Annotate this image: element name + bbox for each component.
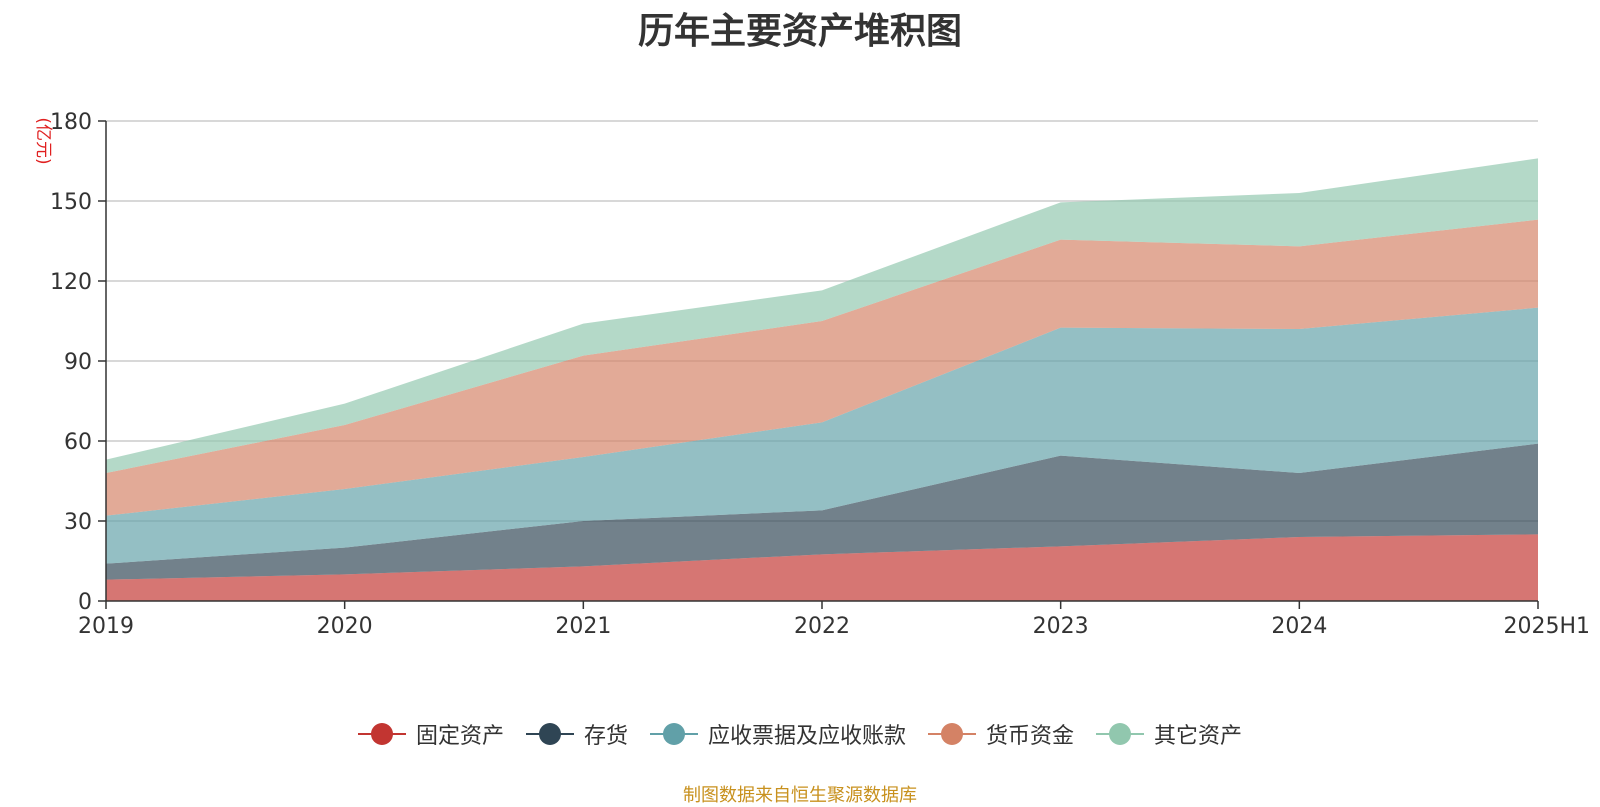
y-tick-label: 30	[64, 510, 92, 535]
legend: 固定资产 存货 应收票据及应收账款 货币资金 其它资产	[0, 718, 1600, 750]
x-tick-label: 2022	[794, 614, 850, 639]
area-series-5	[106, 158, 1538, 474]
legend-item[interactable]: 固定资产	[357, 718, 504, 750]
area-series-4	[106, 219, 1538, 516]
x-tick-label: 2019	[78, 614, 134, 639]
x-tick-label: 2024	[1271, 614, 1327, 639]
legend-marker-icon	[1096, 721, 1145, 747]
x-tick-label: 2025H1	[1503, 614, 1590, 639]
y-tick-label: 0	[78, 590, 92, 615]
x-tick-label: 2021	[555, 614, 611, 639]
legend-marker-icon	[928, 721, 976, 747]
legend-label: 其它资产	[1154, 724, 1243, 749]
legend-label: 应收票据及应收账款	[707, 724, 906, 749]
area-series-2	[106, 443, 1538, 580]
legend-marker-icon	[357, 721, 406, 747]
y-tick-label: 90	[64, 350, 92, 375]
legend-item[interactable]: 其它资产	[1096, 718, 1242, 750]
axes: 0 30 60 90 120 150 180 2019 2020 2021 2022 2023 2024…	[50, 110, 1590, 639]
legend-item[interactable]: 货币资金	[928, 718, 1074, 750]
legend-label: 固定资产	[415, 724, 504, 749]
x-tick-label: 2020	[317, 614, 373, 639]
legend-marker-icon	[649, 721, 698, 747]
source-note: 制图数据来自恒生聚源数据库	[683, 785, 917, 806]
area-series-group	[106, 158, 1538, 601]
legend-marker-icon	[525, 721, 574, 747]
y-tick-label: 150	[50, 190, 92, 215]
y-tick-label: 60	[64, 430, 92, 455]
area-series-1	[106, 534, 1538, 601]
legend-label: 货币资金	[986, 724, 1075, 749]
x-tick-label: 2023	[1033, 614, 1089, 639]
legend-item[interactable]: 应收票据及应收账款	[649, 718, 906, 750]
chart-title: 历年主要资产堆积图	[637, 11, 962, 52]
y-axis-unit-label: (亿元)	[33, 117, 53, 164]
y-tick-label: 180	[50, 110, 92, 135]
y-tick-label: 120	[50, 270, 92, 295]
legend-label: 存货	[583, 724, 628, 749]
area-series-3	[106, 307, 1538, 564]
legend-item[interactable]: 存货	[525, 718, 628, 750]
